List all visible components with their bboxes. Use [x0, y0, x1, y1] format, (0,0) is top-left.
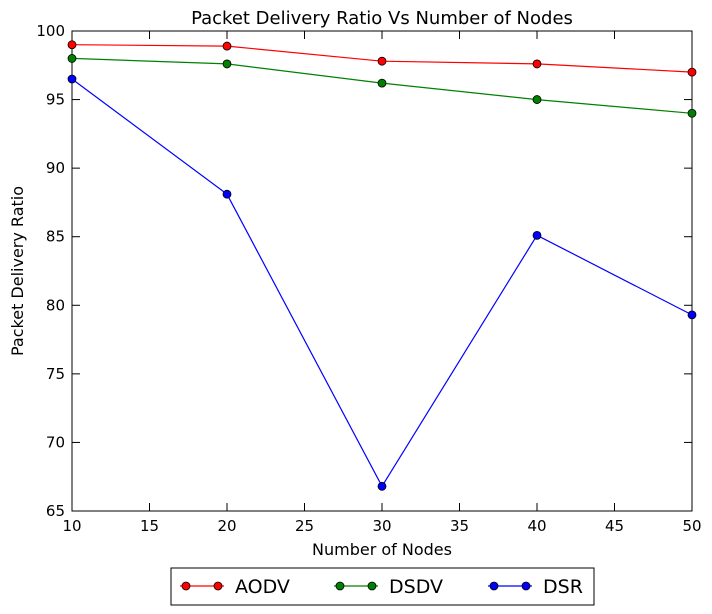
axis-ticks [71, 30, 693, 512]
legend-marker-dsdv [367, 581, 377, 591]
y-tick-label: 95 [46, 91, 65, 109]
x-tick-label: 25 [295, 517, 314, 535]
data-point-dsdv [222, 59, 232, 69]
data-point-dsr [687, 310, 697, 320]
x-tick-label: 30 [372, 517, 391, 535]
data-point-dsdv [377, 78, 387, 88]
x-tick-label: 40 [527, 517, 546, 535]
data-point-dsdv [67, 54, 77, 63]
legend-marker-aodv [213, 581, 223, 591]
data-point-aodv [222, 41, 232, 51]
legend-label-dsr: DSR [543, 576, 583, 598]
data-point-aodv [67, 40, 77, 50]
data-point-dsr [377, 481, 387, 491]
legend-label-aodv: AODV [235, 576, 290, 598]
data-point-dsr [532, 230, 542, 240]
y-tick-label: 90 [46, 159, 65, 177]
data-point-aodv [377, 56, 387, 66]
data-point-dsdv [532, 95, 542, 104]
chart-title: Packet Delivery Ratio Vs Number of Nodes [191, 8, 573, 29]
data-point-dsdv [687, 108, 697, 118]
y-axis-label: Packet Delivery Ratio [8, 186, 27, 356]
legend-marker-dsr [521, 581, 531, 591]
data-point-aodv [687, 67, 697, 77]
series-layer [67, 40, 697, 491]
data-point-dsr [222, 189, 232, 199]
legend: AODV DSDV DSR [170, 567, 595, 606]
legend-marker-dsdv [335, 581, 345, 591]
plot-area [71, 30, 693, 512]
y-tick-label: 65 [46, 502, 65, 520]
x-tick-label: 45 [605, 517, 624, 535]
x-tick-label: 20 [217, 517, 236, 535]
x-tick-label: 35 [450, 517, 469, 535]
y-tick-label: 80 [46, 296, 65, 314]
axis-tick-labels: 10 15 20 25 30 35 40 45 50 65 70 75 80 85 90 95 100 [36, 22, 701, 535]
legend-marker-dsr [489, 581, 499, 591]
legend-marker-aodv [181, 581, 191, 591]
y-tick-label: 100 [36, 22, 65, 40]
legend-label-dsdv: DSDV [389, 576, 443, 598]
y-tick-label: 75 [46, 365, 65, 383]
data-point-aodv [532, 59, 542, 69]
x-tick-label: 50 [682, 517, 701, 535]
y-tick-label: 70 [46, 433, 65, 451]
x-axis-label: Number of Nodes [312, 540, 452, 559]
x-tick-label: 15 [140, 517, 159, 535]
y-tick-label: 85 [46, 228, 65, 246]
x-tick-label: 10 [62, 517, 81, 535]
data-point-dsr [67, 74, 77, 84]
